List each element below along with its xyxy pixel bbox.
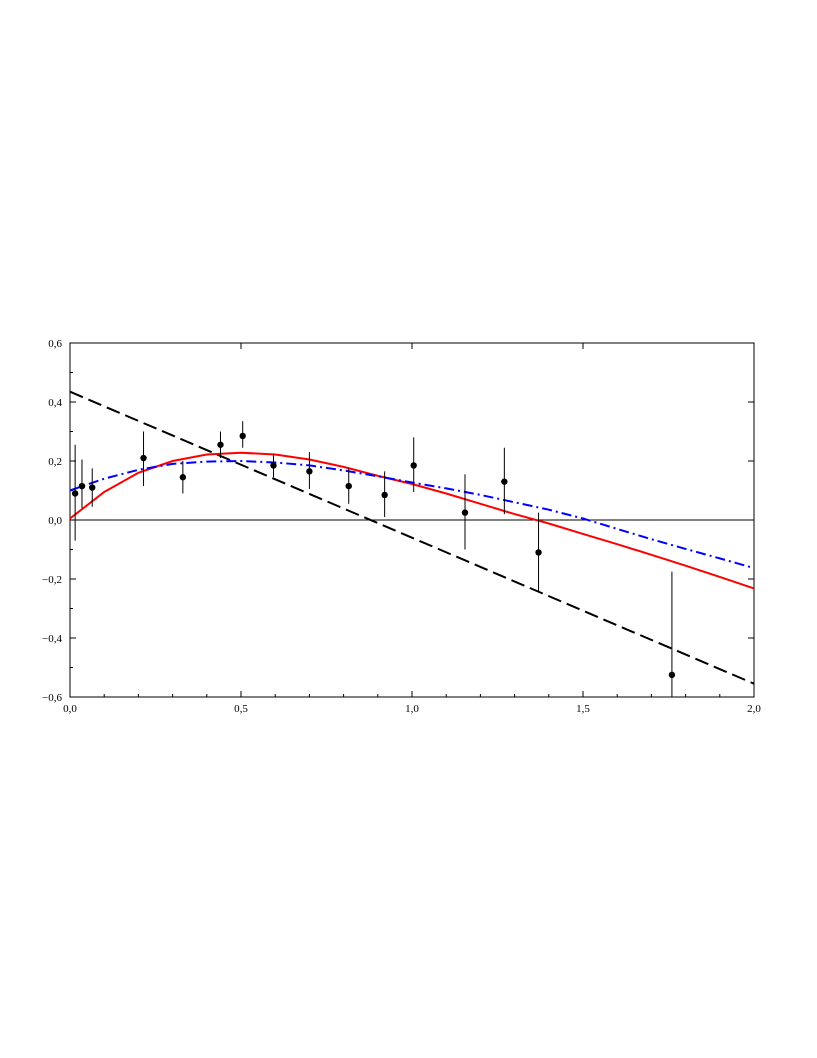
blue-dashdot-curve — [69, 459, 755, 570]
data-point — [89, 484, 96, 491]
black-dashed-line — [69, 390, 755, 685]
y-tick-label: −0,6 — [42, 692, 62, 704]
data-point — [501, 478, 508, 485]
y-tick-label: 0,6 — [48, 338, 62, 350]
x-tick-label: 0,5 — [234, 703, 248, 715]
data-point — [179, 474, 187, 481]
x-tick-label: 1,0 — [405, 703, 419, 715]
y-tick-label: 0,2 — [48, 456, 62, 468]
curves — [69, 390, 755, 685]
data-point — [270, 462, 277, 469]
axis-ticks: 0,0 0,5 1,0 1,5 2,0 0,6 0,4 0,2 0,0 −0,2 −0,4 −0,6 — [42, 338, 761, 715]
data-point — [217, 441, 224, 448]
data-point — [239, 432, 246, 440]
x-tick-label: 2,0 — [747, 703, 761, 715]
y-tick-label: −0,4 — [42, 633, 62, 645]
data-point — [306, 468, 313, 475]
data-point — [535, 549, 542, 556]
data-point — [140, 454, 147, 462]
data-point — [381, 491, 388, 499]
data-point — [78, 482, 86, 490]
y-tick-label: 0,0 — [48, 515, 62, 527]
data-point — [345, 482, 352, 490]
red-solid-curve — [69, 451, 755, 590]
x-tick-label: 0,0 — [63, 703, 77, 715]
error-bars — [74, 421, 673, 697]
y-tick-label: −0,2 — [42, 574, 62, 586]
data-point — [668, 671, 676, 679]
data-point — [71, 490, 79, 497]
data-points — [71, 432, 676, 679]
y-tick-label: 0,4 — [48, 397, 62, 409]
data-point — [461, 509, 469, 516]
data-point — [410, 462, 417, 469]
x-tick-label: 1,5 — [576, 703, 590, 715]
